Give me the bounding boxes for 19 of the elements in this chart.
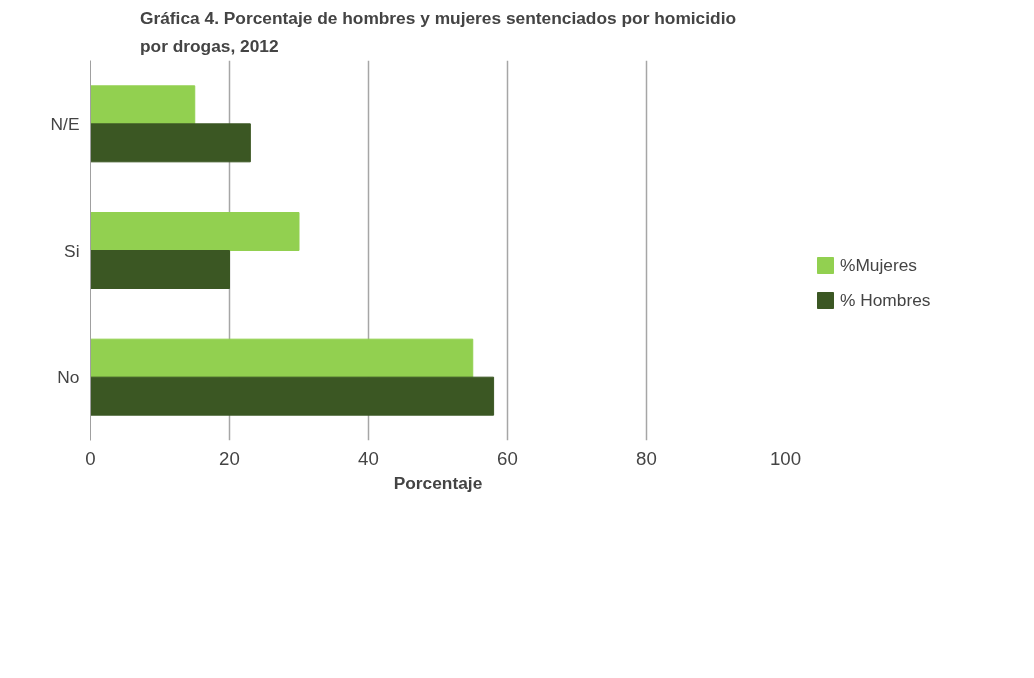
x-tick-label: 0 (85, 447, 96, 469)
x-tick-label: 40 (358, 447, 379, 469)
bar (90, 123, 251, 163)
legend-label: %Mujeres (840, 254, 918, 276)
bar (90, 250, 230, 289)
bar (90, 338, 474, 378)
y-tick-label: No (57, 367, 80, 388)
bar (90, 212, 300, 251)
y-tick-label: N/E (50, 113, 80, 134)
y-tick-label: Si (64, 240, 80, 261)
x-axis-title: Porcentaje (393, 472, 483, 493)
bar (90, 85, 196, 125)
x-tick-label: 60 (497, 447, 518, 469)
x-tick-label: 80 (636, 447, 657, 469)
bar (90, 376, 495, 416)
x-tick-label: 100 (769, 447, 802, 469)
legend-label: % Hombres (840, 289, 931, 311)
chart-title: Gráfica 4. Porcentaje de hombres y mujeres sentenciados por homicidio por drogas, 2012 (139, 7, 737, 56)
x-tick-label: 20 (219, 447, 240, 469)
